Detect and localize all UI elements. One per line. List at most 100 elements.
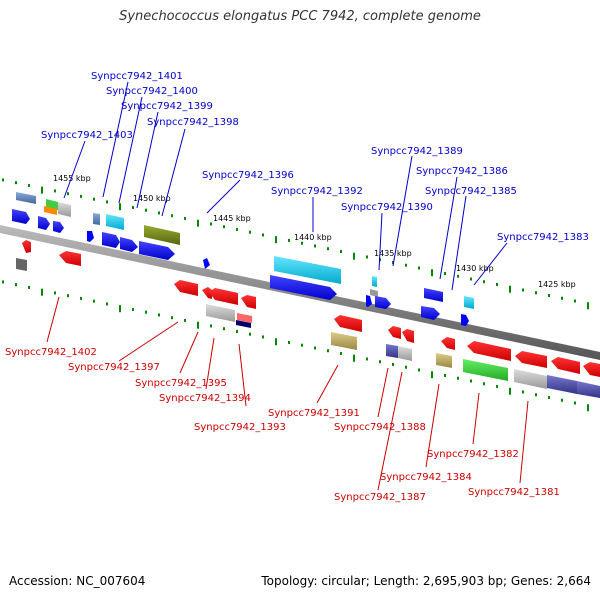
gene-feature [22,240,31,253]
gene-feature [388,326,401,339]
scale-tick [145,208,147,212]
scale-tick [119,305,121,313]
gene-feature [421,306,440,320]
gene-label: Synpcc7942_1381 [468,487,560,498]
scale-tick [314,346,316,350]
gene-label: Synpcc7942_1382 [427,449,519,460]
scale-tick [535,393,537,397]
gene-feature [514,369,547,389]
scale-tick [327,349,329,353]
scale-tick [509,285,511,293]
scale-tick [210,222,212,226]
gene-feature [402,329,414,343]
gene-feature [441,337,455,350]
gene-label: Synpcc7942_1391 [268,408,360,419]
forward-genes [12,192,474,326]
scale-tick [54,291,56,295]
scale-tick [106,200,108,204]
scale-label: 1440 kbp [294,233,332,242]
gene-feature [59,251,81,266]
scale-label: 1425 kbp [538,280,576,289]
gene-feature [139,241,175,260]
scale-tick [418,368,420,372]
scale-tick [366,255,368,259]
gene-feature [12,209,30,224]
gene-feature [366,295,372,307]
scale-tick [54,189,56,193]
scale-tick [548,293,550,297]
scale-tick [535,291,537,295]
gene-label: Synpcc7942_1385 [425,186,517,197]
scale-tick [587,302,589,310]
scale-label: 1450 kbp [133,194,171,203]
scale-tick [132,205,134,209]
scale-tick [444,271,446,275]
scale-tick [15,181,17,185]
scale-tick [158,211,160,215]
scale-tick [509,387,511,395]
gene-feature [93,213,100,225]
scale-tick [119,203,121,211]
gene-label: Synpcc7942_1383 [497,232,589,243]
gene-feature [102,232,120,248]
gene-feature [106,214,124,230]
scale-tick [15,283,17,287]
scale-tick [340,351,342,355]
scale-tick [392,260,394,264]
scale-tick [223,225,225,229]
scale-tick [249,230,251,234]
gene-feature [577,381,600,398]
scale-tick [275,236,277,244]
gene-label: Synpcc7942_1394 [159,393,251,404]
scale-tick [314,244,316,248]
gene-label: Synpcc7942_1396 [202,170,294,181]
scale-tick [353,354,355,362]
scale-tick [431,269,433,277]
gene-feature [463,359,508,381]
gene-feature [206,304,235,322]
gene-label: Synpcc7942_1384 [380,472,472,483]
gene-feature [270,275,337,300]
gene-feature [424,288,443,302]
gene-feature [372,276,377,287]
gene-feature [44,206,57,215]
scale-tick [496,282,498,286]
scale-tick [145,310,147,314]
scale-tick [275,338,277,346]
scale-tick [93,299,95,303]
top-labels: Synpcc7942_1401 Synpcc7942_1400 Synpcc79… [41,71,589,243]
gene-feature [236,320,251,328]
gene-label: Synpcc7942_1395 [135,378,227,389]
scale-tick [158,313,160,317]
scale-tick [80,194,82,198]
gene-label: Synpcc7942_1388 [334,422,426,433]
scale-tick [301,241,303,245]
gene-feature [398,346,412,361]
scale-tick [132,307,134,311]
gene-feature [237,313,252,323]
reverse-genes [16,240,600,398]
gene-label: Synpcc7942_1389 [371,146,463,157]
gene-feature [53,221,64,233]
gene-feature [370,289,378,297]
scale-tick [470,277,472,281]
scale-tick [366,357,368,361]
gene-label: Synpcc7942_1392 [271,186,363,197]
gene-feature [551,357,580,374]
gene-feature [38,216,50,230]
scale-tick [249,332,251,336]
gene-label: Synpcc7942_1400 [106,86,198,97]
scale-tick [431,371,433,379]
scale-tick [210,324,212,328]
gene-feature [386,344,398,358]
scale-label: 1430 kbp [456,264,494,273]
scale-labels: 1455 kbp 1450 kbp 1445 kbp 1440 kbp 1435… [53,174,576,289]
scale-tick [93,197,95,201]
scale-tick [197,321,199,329]
scale-tick [28,183,30,187]
scale-tick [2,280,4,284]
scale-tick [457,274,459,278]
scale-tick [106,302,108,306]
gene-label: Synpcc7942_1397 [68,362,160,373]
